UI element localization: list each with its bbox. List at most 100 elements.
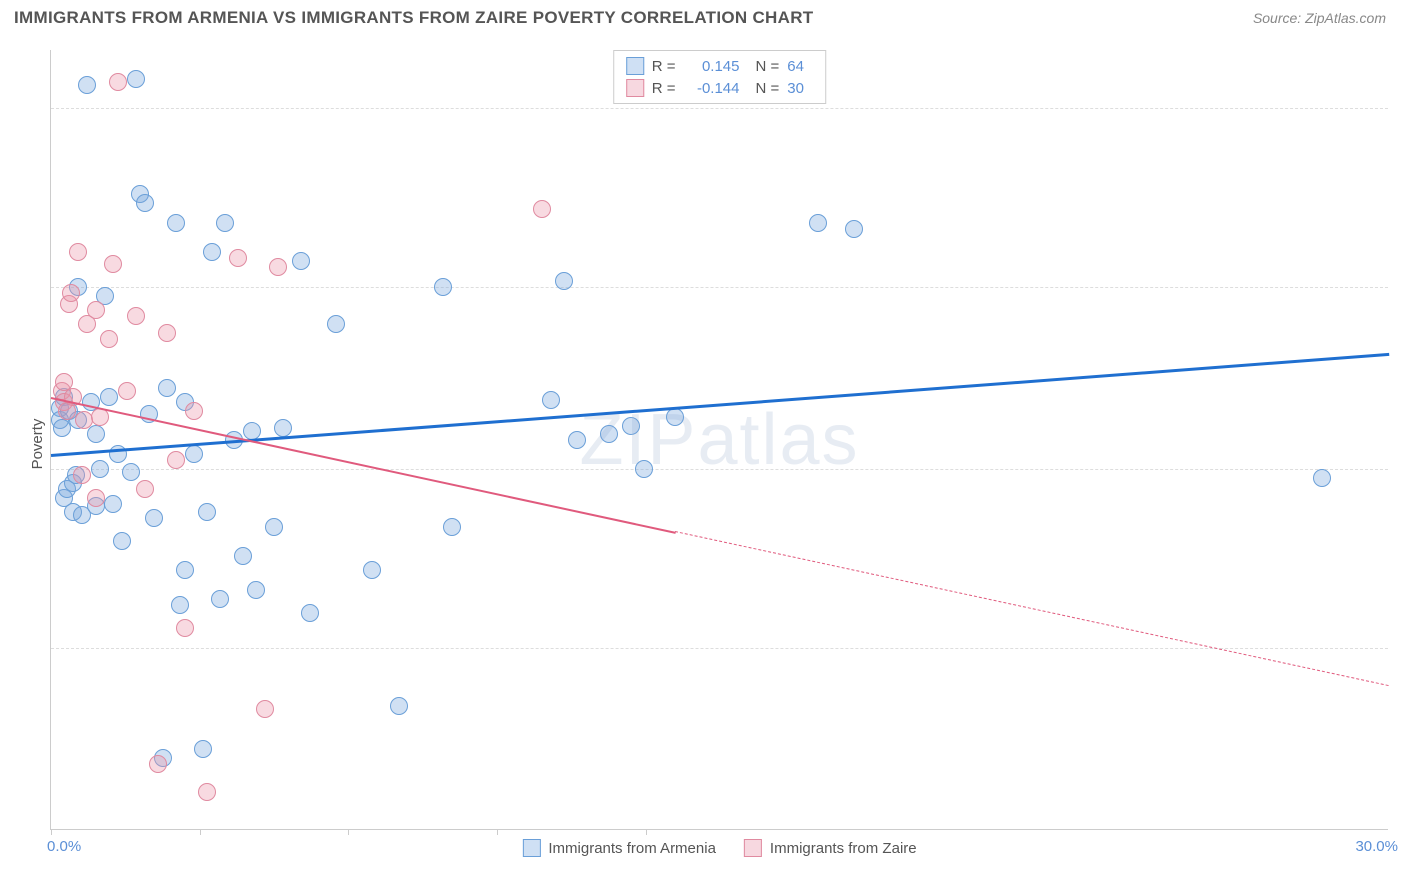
- n-label: N =: [756, 80, 780, 97]
- data-point: [211, 590, 229, 608]
- data-point: [622, 417, 640, 435]
- data-point: [176, 619, 194, 637]
- legend-item: Immigrants from Armenia: [522, 839, 716, 857]
- data-point: [62, 284, 80, 302]
- n-value: 30: [787, 80, 813, 97]
- data-point: [167, 451, 185, 469]
- plot-area: ZIPatlas 6.3%12.5%18.8%25.0%0.0%30.0%R =…: [50, 50, 1388, 830]
- data-point: [136, 480, 154, 498]
- data-point: [73, 466, 91, 484]
- x-tick-mark: [646, 829, 647, 835]
- data-point: [542, 391, 560, 409]
- gridline: [51, 287, 1388, 288]
- data-point: [194, 740, 212, 758]
- r-value: -0.144: [684, 80, 740, 97]
- data-point: [845, 220, 863, 238]
- data-point: [145, 509, 163, 527]
- data-point: [171, 596, 189, 614]
- data-point: [127, 70, 145, 88]
- data-point: [87, 301, 105, 319]
- legend-swatch: [744, 839, 762, 857]
- data-point: [176, 561, 194, 579]
- data-point: [568, 431, 586, 449]
- data-point: [78, 76, 96, 94]
- data-point: [1313, 469, 1331, 487]
- gridline: [51, 648, 1388, 649]
- data-point: [158, 379, 176, 397]
- data-point: [443, 518, 461, 536]
- data-point: [216, 214, 234, 232]
- data-point: [100, 388, 118, 406]
- chart-title: IMMIGRANTS FROM ARMENIA VS IMMIGRANTS FR…: [14, 8, 813, 28]
- y-tick-label: 12.5%: [1392, 460, 1406, 477]
- trend-line: [675, 531, 1389, 686]
- r-value: 0.145: [684, 58, 740, 75]
- source-attribution: Source: ZipAtlas.com: [1253, 10, 1386, 26]
- data-point: [149, 755, 167, 773]
- correlation-legend: R = 0.145 N = 64 R = -0.144 N = 30: [613, 50, 827, 104]
- data-point: [198, 503, 216, 521]
- n-value: 64: [787, 58, 813, 75]
- data-point: [363, 561, 381, 579]
- legend-swatch: [522, 839, 540, 857]
- data-point: [69, 243, 87, 261]
- data-point: [109, 73, 127, 91]
- y-axis-label: Poverty: [29, 419, 46, 470]
- x-tick-mark: [51, 829, 52, 835]
- data-point: [269, 258, 287, 276]
- data-point: [555, 272, 573, 290]
- data-point: [809, 214, 827, 232]
- data-point: [234, 547, 252, 565]
- x-tick-mark: [200, 829, 201, 835]
- data-point: [635, 460, 653, 478]
- data-point: [127, 307, 145, 325]
- data-point: [104, 495, 122, 513]
- trend-line: [51, 397, 676, 534]
- r-label: R =: [652, 58, 676, 75]
- y-tick-label: 18.8%: [1392, 278, 1406, 295]
- data-point: [203, 243, 221, 261]
- x-tick-label: 0.0%: [47, 838, 81, 855]
- data-point: [104, 255, 122, 273]
- legend-label: Immigrants from Zaire: [770, 840, 917, 857]
- data-point: [122, 463, 140, 481]
- data-point: [167, 214, 185, 232]
- data-point: [533, 200, 551, 218]
- n-label: N =: [756, 58, 780, 75]
- gridline: [51, 469, 1388, 470]
- y-tick-label: 25.0%: [1392, 99, 1406, 116]
- data-point: [229, 249, 247, 267]
- x-tick-mark: [497, 829, 498, 835]
- legend-item: Immigrants from Zaire: [744, 839, 917, 857]
- data-point: [274, 419, 292, 437]
- data-point: [113, 532, 131, 550]
- x-tick-mark: [348, 829, 349, 835]
- legend-label: Immigrants from Armenia: [548, 840, 716, 857]
- series-legend: Immigrants from Armenia Immigrants from Z…: [522, 839, 916, 857]
- data-point: [600, 425, 618, 443]
- data-point: [136, 194, 154, 212]
- data-point: [434, 278, 452, 296]
- data-point: [185, 402, 203, 420]
- chart-container: Poverty ZIPatlas 6.3%12.5%18.8%25.0%0.0%…: [14, 38, 1392, 850]
- r-label: R =: [652, 80, 676, 97]
- legend-swatch: [626, 57, 644, 75]
- data-point: [265, 518, 283, 536]
- data-point: [327, 315, 345, 333]
- data-point: [256, 700, 274, 718]
- data-point: [100, 330, 118, 348]
- data-point: [292, 252, 310, 270]
- data-point: [185, 445, 203, 463]
- y-tick-label: 6.3%: [1392, 640, 1406, 657]
- data-point: [158, 324, 176, 342]
- data-point: [87, 425, 105, 443]
- data-point: [301, 604, 319, 622]
- data-point: [91, 460, 109, 478]
- legend-swatch: [626, 79, 644, 97]
- gridline: [51, 108, 1388, 109]
- data-point: [87, 489, 105, 507]
- data-point: [390, 697, 408, 715]
- data-point: [118, 382, 136, 400]
- x-tick-label: 30.0%: [1355, 838, 1398, 855]
- data-point: [198, 783, 216, 801]
